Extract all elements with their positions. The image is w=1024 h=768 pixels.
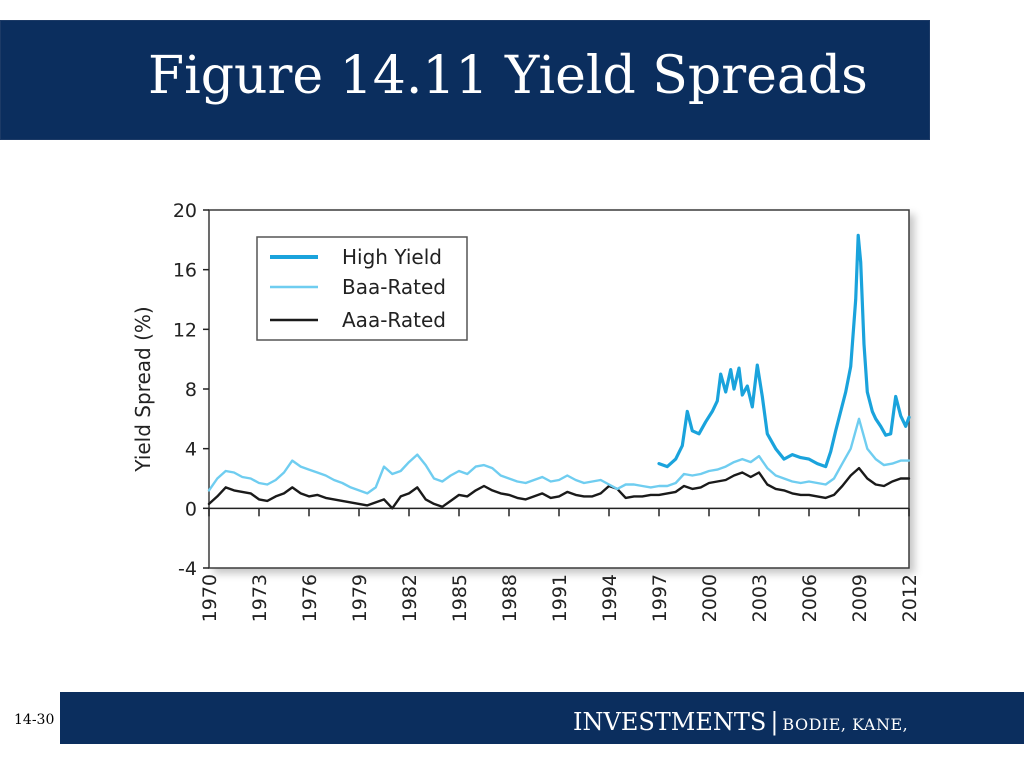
legend-label-baa-rated: Baa-Rated bbox=[342, 275, 446, 299]
x-tick-label: 1997 bbox=[649, 574, 671, 622]
x-tick-label: 1994 bbox=[599, 574, 621, 622]
chart-legend: High Yield Baa-Rated Aaa-Rated bbox=[256, 236, 468, 341]
x-tick-label: 1979 bbox=[349, 574, 371, 622]
y-tick-label: 16 bbox=[173, 260, 197, 282]
x-tick-label: 1976 bbox=[299, 574, 321, 622]
x-tick-label: 1988 bbox=[499, 574, 521, 622]
footer-credit: INVESTMENTS | BODIE, KANE, MARCUS bbox=[573, 704, 993, 768]
footer-authors: BODIE, KANE, MARCUS bbox=[573, 715, 909, 768]
legend-box bbox=[256, 236, 468, 341]
x-tick-label: 2009 bbox=[849, 574, 871, 622]
aaa-rated-line bbox=[207, 466, 911, 510]
x-tick-label: 1985 bbox=[449, 574, 471, 622]
y-tick-label: 0 bbox=[185, 498, 197, 520]
x-tick-label: 1991 bbox=[549, 574, 571, 622]
x-tick-label: 2012 bbox=[899, 574, 921, 622]
y-tick-label: 8 bbox=[185, 379, 197, 401]
slide-number: 14-30 bbox=[14, 712, 55, 728]
slide-title: Figure 14.11 Yield Spreads bbox=[148, 46, 868, 106]
x-tick-label: 2003 bbox=[749, 574, 771, 622]
y-tick-label: -4 bbox=[178, 558, 197, 580]
x-tick-label: 2006 bbox=[799, 574, 821, 622]
y-axis-label: Yield Spread (%) bbox=[131, 306, 155, 472]
y-tick-label: 4 bbox=[185, 439, 197, 461]
legend-label-aaa-rated: Aaa-Rated bbox=[342, 308, 446, 332]
x-tick-label: 2000 bbox=[699, 574, 721, 622]
baa-rated-line bbox=[207, 417, 911, 495]
x-tick-label: 1973 bbox=[249, 574, 271, 622]
series-layer bbox=[207, 233, 911, 510]
footer-bar bbox=[60, 692, 1024, 744]
footer-title: INVESTMENTS bbox=[573, 708, 767, 736]
footer-separator: | bbox=[770, 708, 779, 736]
x-tick-label: 1970 bbox=[199, 574, 221, 622]
legend-label-high-yield: High Yield bbox=[342, 245, 442, 269]
high-yield-line bbox=[657, 233, 911, 469]
y-tick-label: 20 bbox=[173, 200, 197, 222]
x-tick-label: 1982 bbox=[399, 574, 421, 622]
y-tick-label: 12 bbox=[173, 319, 197, 341]
chart-frame: 20 16 12 8 4 0 -4 1970 1973 1976 1979 1982 1985 1988 1… bbox=[120, 192, 940, 632]
title-bar bbox=[0, 20, 930, 140]
